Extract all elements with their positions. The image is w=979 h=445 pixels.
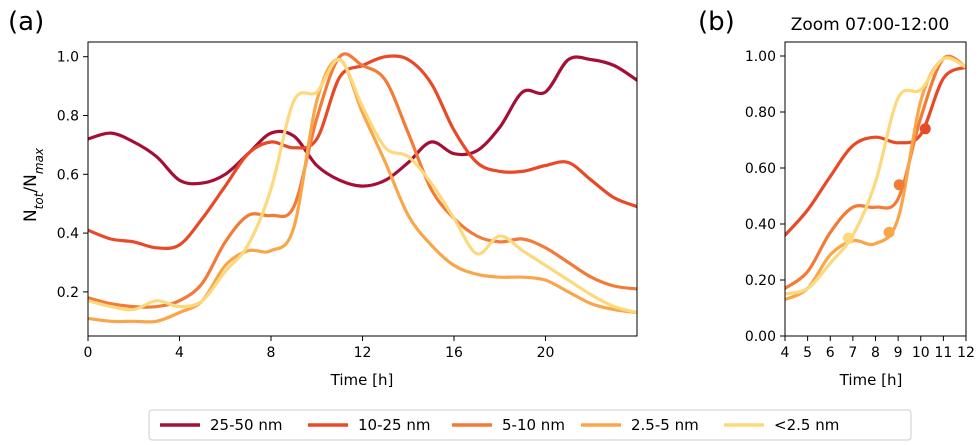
panel-b-xtick-label: 9	[894, 345, 903, 361]
panel-b-xtick-label: 4	[781, 345, 790, 361]
panel-a-line-25-50-nm	[88, 55, 637, 188]
legend-label-25-50-nm: 25-50 nm	[210, 416, 282, 434]
panel-a-xtick-label: 20	[537, 345, 555, 361]
panel-b-line-2-5-nm	[785, 56, 966, 296]
panel-a-xtick-label: 8	[267, 345, 276, 361]
panel-b-ytick-label: 0.80	[745, 105, 776, 121]
panel-a-xtick-label: 16	[445, 345, 463, 361]
panel-b-ytick-label: 0.60	[745, 161, 776, 177]
panel-b-label: (b)	[698, 7, 735, 37]
panel-b-xtick-label: 5	[803, 345, 812, 361]
legend-label-2-5-nm: <2.5 nm	[774, 416, 839, 434]
panel-b-marker-2-5-nm	[842, 232, 854, 244]
panel-a-line-10-25-nm	[88, 54, 637, 250]
panel-b-marker-2-5-5-nm	[883, 226, 895, 238]
panel-b-xtick-label: 7	[848, 345, 857, 361]
panel-a-plot: 0 4 8 12 16 20 0.2 0.4 0.6 0.8 1.0	[57, 41, 638, 361]
legend: 25-50 nm 10-25 nm 5-10 nm 2.5-5 nm <2.5 nm	[148, 409, 912, 441]
ylabel-sub-tot: tot	[32, 191, 46, 209]
panel-a-xlabel: Time [h]	[330, 371, 394, 389]
legend-label-10-25-nm: 10-25 nm	[358, 416, 430, 434]
panel-a-ytick-label: 0.6	[57, 167, 79, 183]
panel-a-ytick-label: 1.0	[57, 50, 79, 66]
panel-a-xtick-label: 12	[354, 345, 372, 361]
panel-a-frame	[87, 41, 638, 337]
panel-b-xtick-label: 6	[826, 345, 835, 361]
panel-b-marker-5-10-nm	[893, 179, 905, 191]
panel-b-xtick-label: 11	[934, 345, 952, 361]
panel-b-series-group	[785, 54, 966, 302]
panel-a-line-2-5-nm	[88, 58, 637, 315]
panel-a-xtick-label: 0	[84, 345, 93, 361]
panel-b-xtick-label: 12	[957, 345, 975, 361]
ylabel-mid: /N	[21, 174, 41, 192]
panel-b-xtick-label: 8	[871, 345, 880, 361]
ylabel-sub-max: max	[32, 147, 46, 174]
panel-a-label: (a)	[8, 7, 44, 37]
panel-b-ytick-label: 0.00	[745, 329, 776, 345]
panel-b-ytick-label: 0.20	[745, 273, 776, 289]
panel-b-ytick-label: 0.40	[745, 217, 776, 233]
panel-b-xlabel: Time [h]	[839, 371, 903, 389]
panel-b-ytick-label: 1.00	[745, 49, 776, 65]
legend-label-5-10-nm: 5-10 nm	[502, 416, 565, 434]
panel-b-plot: 4 5 6 7 8 9 10 11 12 0.00 0.20 0.40 0.60 0.80 1.00	[745, 41, 975, 361]
panel-a-ytick-label: 0.8	[57, 109, 79, 125]
panel-a-ytick-label: 0.2	[57, 285, 79, 301]
ylabel-main: N	[21, 209, 41, 222]
panel-a-ytick-label: 0.4	[57, 226, 79, 242]
panel-b-line-10-25-nm	[785, 65, 966, 237]
legend-label-2-5-5-nm: 2.5-5 nm	[631, 416, 699, 434]
panel-b-xtick-label: 10	[912, 345, 930, 361]
panel-b-title: Zoom 07:00-12:00	[791, 15, 950, 35]
panel-b-marker-10-25-nm	[919, 123, 931, 135]
panel-a-series-group	[88, 52, 637, 324]
legend-frame	[148, 409, 912, 441]
panel-b-line-5-10-nm	[785, 54, 966, 290]
panel-a-line-2-5-5-nm	[88, 57, 637, 324]
panel-a-xtick-label: 4	[175, 345, 184, 361]
panel-a-line-5-10-nm	[88, 52, 637, 309]
panel-a-ylabel: Ntot/Nmax	[21, 147, 46, 222]
